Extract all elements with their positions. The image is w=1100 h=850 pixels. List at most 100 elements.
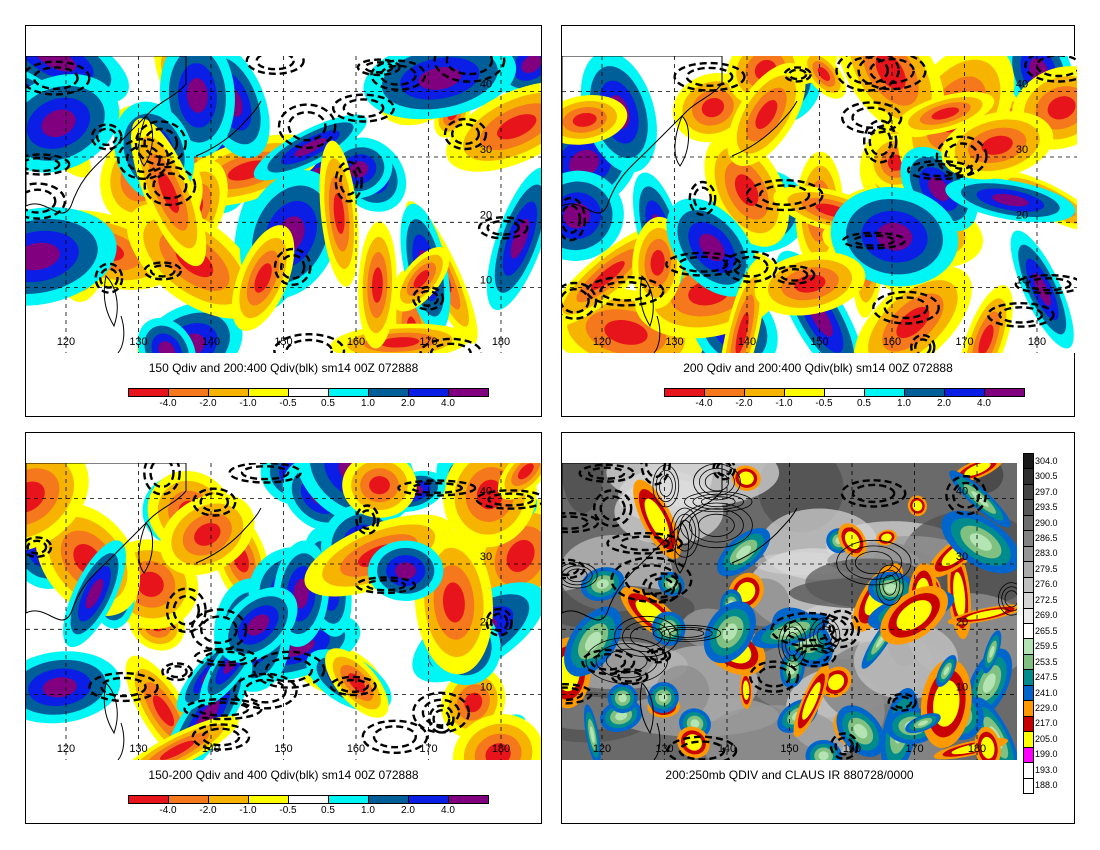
latitude-tick-label: 40 [480, 79, 492, 91]
colorbar-tick-label: 2.0 [401, 398, 415, 409]
longitude-tick-label: 180 [492, 743, 510, 755]
colorbar-swatch [744, 388, 785, 397]
map-field: 120 130 140 150 160 170 180 10 20 30 40 [26, 463, 541, 760]
ir-colorbar-swatch [1023, 715, 1034, 733]
colorbar-swatch [248, 795, 289, 804]
colorbar-swatch [864, 388, 905, 397]
longitude-tick-label: 130 [665, 336, 683, 348]
ir-colorbar-label: 265.5 [1035, 625, 1058, 636]
ir-colorbar-label: 199.0 [1035, 749, 1058, 760]
colorbar-tick-label: 4.0 [441, 805, 455, 816]
colorbar-tick-label: 0.5 [857, 398, 871, 409]
colorbar-swatch [208, 795, 249, 804]
ir-colorbar-label: 241.0 [1035, 687, 1058, 698]
ir-colorbar-swatch [1023, 607, 1034, 624]
colorbar-swatch [704, 388, 745, 397]
longitude-tick-label: 140 [202, 336, 220, 348]
ir-colorbar-label: 269.0 [1035, 610, 1058, 621]
longitude-tick-label: 120 [57, 743, 75, 755]
latitude-tick-label: 20 [480, 209, 492, 221]
longitude-tick-label: 150 [274, 743, 292, 755]
ir-colorbar-swatch [1023, 762, 1034, 779]
ir-colorbar-label: 276.0 [1035, 579, 1058, 590]
colorbar-tick-label: -2.0 [735, 398, 753, 409]
ir-colorbar-label: 286.5 [1035, 533, 1058, 543]
longitude-tick-label: 170 [905, 743, 923, 755]
ir-colorbar-swatch [1023, 777, 1034, 794]
ir-colorbar-label: 272.5 [1035, 594, 1058, 605]
longitude-tick-label: 150 [780, 743, 798, 755]
longitude-tick-label: 120 [593, 743, 611, 755]
ir-colorbar: 304.0 300.5 297.0 293.5 290.0 286.5 283.0 279.5… [1023, 453, 1071, 794]
ir-colorbar-swatch [1023, 483, 1034, 501]
ir-colorbar-swatch [1023, 731, 1034, 748]
colorbar-swatch [128, 388, 169, 397]
ir-colorbar-swatch [1023, 545, 1034, 563]
colorbar-swatch [664, 388, 705, 397]
ir-colorbar-label: 297.0 [1035, 486, 1058, 497]
ir-colorbar-swatch [1023, 514, 1034, 532]
colorbar-tick-label: -2.0 [199, 398, 217, 409]
ir-colorbar-label: 229.0 [1035, 703, 1058, 713]
ir-colorbar-label: 300.5 [1035, 471, 1058, 482]
ir-colorbar-label: 279.5 [1035, 563, 1058, 574]
longitude-tick-label: 130 [129, 743, 147, 755]
colorbar-tick-label: 2.0 [937, 398, 951, 409]
colorbar-swatch [248, 388, 289, 397]
colorbar: -4.0 -2.0 -1.0 -0.5 0.5 1.0 2.0 4.0 [128, 388, 489, 409]
map-field: 120 130 140 150 160 170 180 10 20 30 40 [26, 56, 541, 353]
colorbar-tick-label: 2.0 [401, 805, 415, 816]
colorbar-swatch [328, 388, 369, 397]
ir-colorbar-label: 247.5 [1035, 672, 1058, 683]
panel-title: 200:250mb QDIV and CLAUS IR 880728/0000 [665, 768, 914, 782]
latitude-tick-label: 30 [956, 551, 968, 563]
colorbar-swatch [904, 388, 945, 397]
latitude-tick-label: 10 [1016, 275, 1028, 287]
ir-colorbar-label: 293.5 [1035, 502, 1058, 513]
panel-title: 150-200 Qdiv and 400 Qdiv(blk) sm14 00Z … [148, 768, 419, 782]
latitude-tick-label: 30 [1016, 144, 1028, 156]
colorbar-tick-label: 4.0 [977, 398, 991, 409]
latitude-tick-label: 40 [1016, 79, 1028, 91]
colorbar-swatch [368, 795, 409, 804]
ir-colorbar-swatch [1023, 669, 1034, 686]
colorbar-tick-label: 4.0 [441, 398, 455, 409]
ir-colorbar-swatch [1023, 592, 1034, 609]
map-panel-150-qdiv: 120 130 140 150 160 170 180 10 20 30 40 150 Qdiv a… [25, 25, 542, 417]
ir-colorbar-swatch [1023, 499, 1034, 516]
map-field: 120 130 140 150 160 170 180 10 20 30 40 [562, 56, 1077, 353]
colorbar-tick-label: 1.0 [897, 398, 911, 409]
ir-colorbar-swatch [1023, 576, 1034, 594]
ir-colorbar-swatch [1023, 453, 1034, 470]
map-panel-150-200-qdiv: 120 130 140 150 160 170 180 10 20 30 40 150-200 Qd… [25, 432, 542, 824]
latitude-tick-label: 20 [480, 616, 492, 628]
map-field: 120 130 140 150 160 170 180 10 20 30 40 [562, 463, 1017, 760]
colorbar-tick-label: -4.0 [159, 398, 177, 409]
ir-colorbar-label: 253.5 [1035, 656, 1058, 667]
colorbar-tick-label: -4.0 [159, 805, 177, 816]
colorbar-tick-label: -4.0 [695, 398, 713, 409]
ir-colorbar-swatch [1023, 468, 1034, 485]
colorbar-swatch [128, 795, 169, 804]
ir-colorbar-label: 217.0 [1035, 718, 1058, 729]
colorbar-tick-label: -1.0 [239, 805, 257, 816]
longitude-tick-label: 130 [655, 743, 673, 755]
ir-colorbar-swatch [1023, 623, 1034, 640]
ir-colorbar-label: 283.0 [1035, 548, 1058, 559]
ir-colorbar-swatch [1023, 638, 1034, 655]
ir-colorbar-swatch [1023, 746, 1034, 764]
longitude-tick-label: 170 [419, 336, 437, 348]
ir-colorbar-label: 290.0 [1035, 517, 1058, 528]
longitude-tick-label: 140 [202, 743, 220, 755]
longitude-tick-label: 120 [593, 336, 611, 348]
latitude-tick-label: 20 [956, 616, 968, 628]
colorbar-tick-label: 0.5 [321, 805, 335, 816]
ir-colorbar-swatch [1023, 530, 1034, 547]
colorbar-swatch [368, 388, 409, 397]
colorbar-swatch [408, 795, 449, 804]
latitude-tick-label: 20 [1016, 209, 1028, 221]
ir-colorbar-swatch [1023, 700, 1034, 717]
ir-colorbar-label: 188.0 [1035, 780, 1058, 791]
longitude-tick-label: 150 [274, 336, 292, 348]
longitude-tick-label: 180 [492, 336, 510, 348]
